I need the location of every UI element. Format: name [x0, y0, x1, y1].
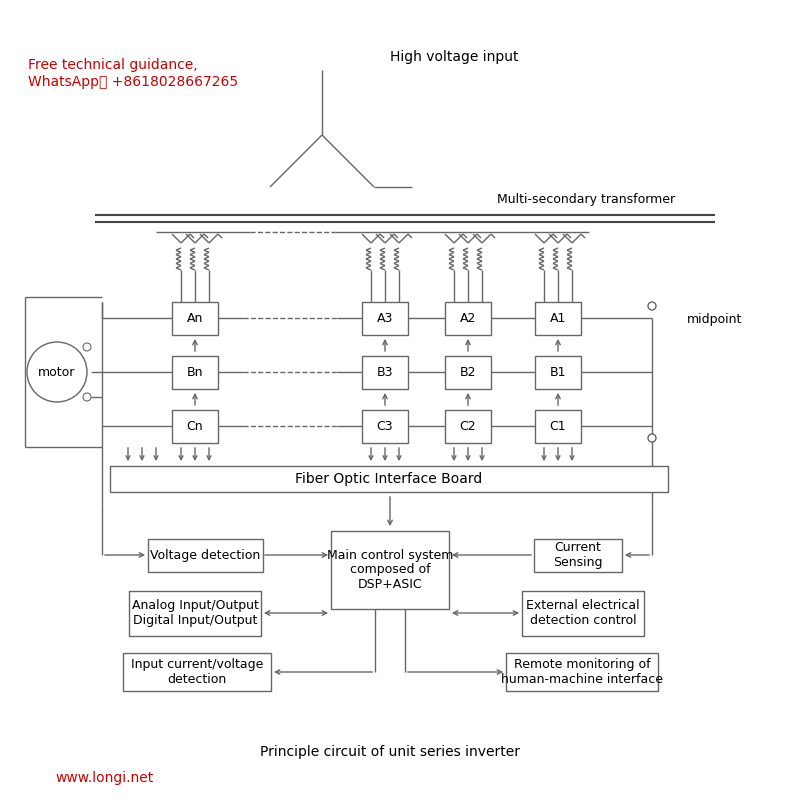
Text: Current
Sensing: Current Sensing: [554, 541, 602, 569]
Bar: [362, 410, 408, 443]
Text: Multi-secondary transformer: Multi-secondary transformer: [497, 193, 675, 207]
Bar: [110, 466, 668, 492]
Circle shape: [648, 434, 656, 442]
Bar: [172, 302, 218, 335]
Bar: [535, 356, 581, 389]
Text: www.longi.net: www.longi.net: [55, 771, 154, 785]
Text: Fiber Optic Interface Board: Fiber Optic Interface Board: [295, 472, 482, 486]
Bar: [445, 356, 491, 389]
Bar: [445, 410, 491, 443]
Bar: [172, 356, 218, 389]
Text: Analog Input/Output
Digital Input/Output: Analog Input/Output Digital Input/Output: [131, 599, 258, 627]
Text: High voltage input: High voltage input: [390, 50, 518, 64]
Circle shape: [83, 393, 91, 401]
Text: midpoint: midpoint: [687, 313, 742, 327]
Bar: [534, 539, 622, 572]
Bar: [331, 531, 449, 609]
Text: WhatsApp： +8618028667265: WhatsApp： +8618028667265: [28, 75, 238, 89]
Text: A1: A1: [550, 312, 566, 324]
Text: Main control system
composed of
DSP+ASIC: Main control system composed of DSP+ASIC: [327, 548, 453, 592]
Text: Cn: Cn: [186, 419, 203, 432]
Circle shape: [83, 343, 91, 351]
Bar: [362, 302, 408, 335]
Text: Free technical guidance,: Free technical guidance,: [28, 58, 198, 72]
Circle shape: [27, 342, 87, 402]
Bar: [522, 591, 644, 636]
Bar: [362, 356, 408, 389]
Text: motor: motor: [38, 365, 76, 378]
Text: Bn: Bn: [186, 365, 203, 378]
Bar: [172, 410, 218, 443]
Bar: [445, 302, 491, 335]
Text: External electrical
detection control: External electrical detection control: [526, 599, 640, 627]
Text: C1: C1: [550, 419, 566, 432]
Bar: [506, 653, 658, 691]
Bar: [535, 410, 581, 443]
Text: B2: B2: [460, 365, 476, 378]
Circle shape: [648, 302, 656, 310]
Text: Input current/voltage
detection: Input current/voltage detection: [131, 658, 263, 686]
Text: Voltage detection: Voltage detection: [150, 548, 260, 562]
Bar: [129, 591, 261, 636]
Text: A3: A3: [377, 312, 393, 324]
Text: A2: A2: [460, 312, 476, 324]
Bar: [148, 539, 263, 572]
Text: C2: C2: [460, 419, 476, 432]
Text: C3: C3: [377, 419, 394, 432]
Text: Remote monitoring of
human-machine interface: Remote monitoring of human-machine inter…: [501, 658, 663, 686]
Bar: [535, 302, 581, 335]
Bar: [123, 653, 271, 691]
Text: B1: B1: [550, 365, 566, 378]
Text: Principle circuit of unit series inverter: Principle circuit of unit series inverte…: [260, 745, 520, 759]
Text: An: An: [187, 312, 203, 324]
Text: B3: B3: [377, 365, 394, 378]
